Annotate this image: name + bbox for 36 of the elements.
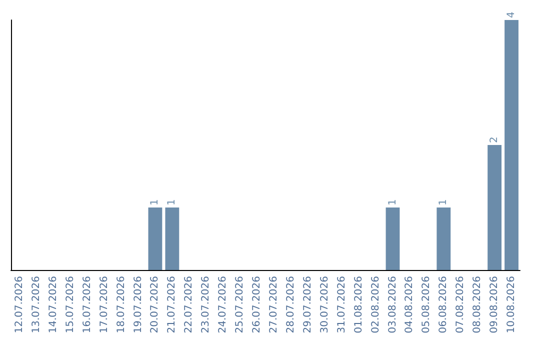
- x-tick-label: 12.07.2026: [14, 276, 25, 334]
- x-tick-label: 18.07.2026: [116, 276, 127, 334]
- x-tick-label: 29.07.2026: [302, 276, 314, 334]
- x-tick-label: 06.08.2026: [438, 276, 450, 334]
- x-tick-label: 04.08.2026: [404, 276, 416, 334]
- x-tick-label: 24.07.2026: [218, 276, 229, 334]
- data-label: 4: [506, 12, 518, 18]
- x-tick-label: 22.07.2026: [184, 276, 195, 334]
- x-tick-label: 05.08.2026: [421, 276, 432, 334]
- x-tick-label: 23.07.2026: [200, 276, 212, 334]
- data-label: 1: [387, 199, 398, 206]
- x-tick-label: 30.07.2026: [319, 276, 330, 334]
- x-tick-label: 27.07.2026: [268, 276, 280, 334]
- x-tick-label: 01.08.2026: [353, 276, 364, 334]
- x-tick-label: 07.08.2026: [455, 276, 466, 334]
- data-label: 1: [166, 199, 178, 206]
- x-tick-label: 28.07.2026: [285, 276, 296, 334]
- x-tick-label: 09.08.2026: [489, 276, 500, 334]
- x-tick-label: 16.07.2026: [82, 276, 93, 334]
- x-tick-label: 10.08.2026: [506, 276, 518, 334]
- x-tick-label: 31.07.2026: [336, 276, 348, 334]
- x-tick-label: 15.07.2026: [64, 276, 76, 334]
- x-tick-label: 21.07.2026: [166, 276, 178, 334]
- x-tick-label: 13.07.2026: [30, 276, 42, 334]
- data-label: 1: [150, 199, 161, 206]
- x-tick-label: 02.08.2026: [370, 276, 382, 334]
- x-tick-label: 19.07.2026: [132, 276, 144, 334]
- x-tick-label: 26.07.2026: [252, 276, 263, 334]
- x-tick-label: 25.07.2026: [234, 276, 246, 334]
- x-tick-label: 03.08.2026: [387, 276, 398, 334]
- x-tick-label: 08.08.2026: [472, 276, 484, 334]
- x-tick-label: 14.07.2026: [48, 276, 59, 334]
- x-tick-label: 17.07.2026: [98, 276, 110, 334]
- data-label: 1: [438, 199, 450, 206]
- x-tick-label: 20.07.2026: [150, 276, 161, 334]
- data-label: 2: [489, 136, 500, 143]
